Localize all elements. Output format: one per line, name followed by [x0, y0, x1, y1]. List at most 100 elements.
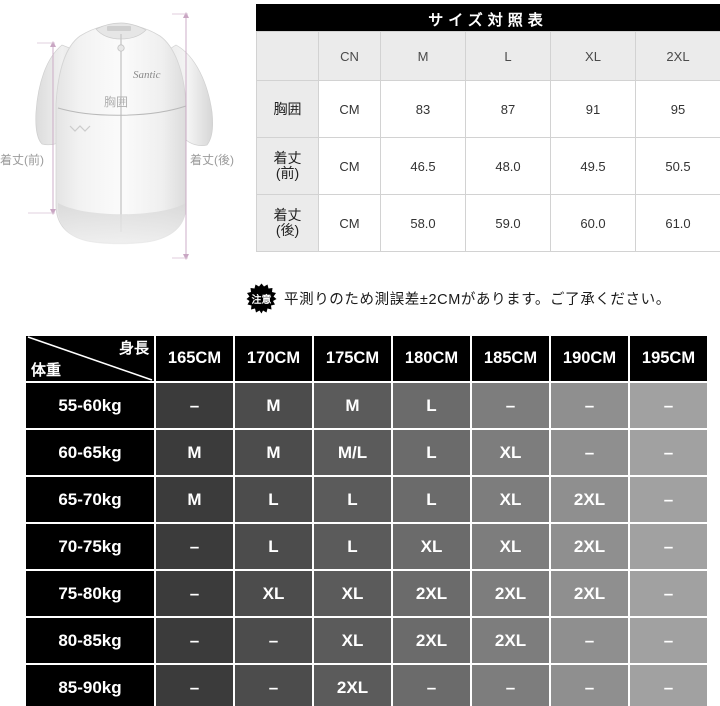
matrix-cell: – [235, 665, 312, 706]
matrix-corner-cell: 身長 体重 [26, 336, 154, 381]
table-row: 85-90kg – –2XL – – – – [26, 665, 707, 706]
matrix-cell: 2XL [393, 618, 470, 663]
matrix-row-label: 60-65kg [26, 430, 154, 475]
matrix-cell: XL [393, 524, 470, 569]
spec-cell: 91 [550, 80, 636, 138]
matrix-row-label: 65-70kg [26, 477, 154, 522]
jersey-figure: Santic 胸囲 着丈(前) 着丈(後) [0, 12, 234, 260]
spec-panel: サイズ対照表 CN M L XL 2XL 胸囲 CM [256, 4, 720, 252]
matrix-cell: – [630, 618, 707, 663]
spec-header-cn: CN [318, 31, 381, 81]
matrix-cell: – [156, 618, 233, 663]
matrix-row-label: 85-90kg [26, 665, 154, 706]
table-row: 55-60kg – M M L – – – [26, 383, 707, 428]
table-row: 着丈 (前) CM 46.5 48.0 49.5 50.5 [256, 137, 720, 195]
chest-label-on-garment: 胸囲 [104, 94, 128, 109]
spec-cell: 49.5 [550, 137, 636, 195]
front-length-arrow-bottom [50, 209, 56, 215]
back-length-arrow-bottom [183, 254, 189, 260]
matrix-cell: 2XL [551, 477, 628, 522]
spec-cell: 95 [635, 80, 720, 138]
matrix-cell: L [393, 477, 470, 522]
table-row: 65-70kg M L L L XL 2XL – [26, 477, 707, 522]
spec-cell: 87 [465, 80, 551, 138]
matrix-cell: L [314, 524, 391, 569]
notice-banner: 注意 平測りのため測誤差±2CMがあります。ご了承ください。 [246, 281, 720, 315]
brand-logo-text: Santic [133, 69, 161, 81]
spec-row-unit: CM [318, 137, 381, 195]
matrix-cell: 2XL [472, 618, 549, 663]
matrix-cell: – [156, 665, 233, 706]
matrix-col-190: 190CM [551, 336, 628, 381]
spec-table-head: CN M L XL 2XL [256, 31, 720, 81]
matrix-cell: – [156, 571, 233, 616]
spec-header-row: CN M L XL 2XL [256, 31, 720, 81]
spec-header-m: M [380, 31, 466, 81]
front-length-label: 着丈(前) [0, 152, 44, 167]
matrix-col-195: 195CM [630, 336, 707, 381]
spec-header-xl: XL [550, 31, 636, 81]
matrix-cell: – [472, 665, 549, 706]
matrix-cell: – [235, 618, 312, 663]
matrix-cell: – [630, 383, 707, 428]
spec-header-blank [256, 31, 319, 81]
matrix-cell: 2XL [314, 665, 391, 706]
matrix-row-label: 70-75kg [26, 524, 154, 569]
matrix-cell: L [314, 477, 391, 522]
matrix-row-label: 75-80kg [26, 571, 154, 616]
back-length-arrow-top [183, 12, 189, 18]
spec-table: CN M L XL 2XL 胸囲 CM 83 87 91 95 着丈 (前) [256, 31, 720, 252]
jersey-zipper-pull [117, 44, 125, 52]
matrix-cell: L [235, 477, 312, 522]
matrix-cell: – [551, 665, 628, 706]
table-row: 60-65kg M M M/L L XL – – [26, 430, 707, 475]
matrix-cell: 2XL [393, 571, 470, 616]
matrix-cell: XL [314, 618, 391, 663]
spec-table-body: 胸囲 CM 83 87 91 95 着丈 (前) CM 46.5 48.0 49.… [256, 80, 720, 252]
product-illustration: Santic 胸囲 着丈(前) 着丈(後) [0, 0, 256, 290]
spec-cell: 83 [380, 80, 466, 138]
matrix-cell: – [630, 430, 707, 475]
fit-matrix-wrap: 身長 体重 165CM 170CM 175CM 180CM 185CM 190C… [24, 334, 707, 706]
matrix-cell: L [393, 430, 470, 475]
matrix-col-180: 180CM [393, 336, 470, 381]
spec-cell: 60.0 [550, 194, 636, 252]
fit-matrix-table: 身長 体重 165CM 170CM 175CM 180CM 185CM 190C… [24, 334, 709, 706]
matrix-cell: M [156, 477, 233, 522]
warning-seal-icon: 注意 [246, 283, 277, 314]
table-row: 80-85kg – – XL 2XL 2XL – – [26, 618, 707, 663]
matrix-cell: – [551, 618, 628, 663]
matrix-row-label: 55-60kg [26, 383, 154, 428]
matrix-cell: L [235, 524, 312, 569]
matrix-cell: – [630, 665, 707, 706]
matrix-col-185: 185CM [472, 336, 549, 381]
matrix-cell: L [393, 383, 470, 428]
jersey-hem [58, 203, 186, 245]
spec-row-label: 胸囲 [256, 80, 319, 138]
matrix-cell: 2XL [551, 524, 628, 569]
spec-table-title: サイズ対照表 [256, 4, 720, 31]
spec-cell: 61.0 [635, 194, 720, 252]
spec-row-label: 着丈 (前) [256, 137, 319, 195]
spec-row-label: 着丈 (後) [256, 194, 319, 252]
matrix-col-170: 170CM [235, 336, 312, 381]
spec-row-unit: CM [318, 194, 381, 252]
spec-cell: 50.5 [635, 137, 720, 195]
spec-cell: 59.0 [465, 194, 551, 252]
matrix-cell: M [235, 383, 312, 428]
spec-row-unit: CM [318, 80, 381, 138]
matrix-col-165: 165CM [156, 336, 233, 381]
jersey-side-print [69, 125, 91, 132]
matrix-cell: – [630, 571, 707, 616]
back-length-label: 着丈(後) [190, 152, 234, 167]
matrix-cell: – [630, 477, 707, 522]
matrix-height-label: 身長 [118, 340, 149, 357]
matrix-cell: M/L [314, 430, 391, 475]
chest-measure-line [57, 105, 187, 116]
spec-header-l: L [465, 31, 551, 81]
matrix-col-175: 175CM [314, 336, 391, 381]
matrix-cell: M [314, 383, 391, 428]
notice-text: 平測りのため測誤差±2CMがあります。ご了承ください。 [284, 291, 671, 308]
matrix-cell: M [156, 430, 233, 475]
